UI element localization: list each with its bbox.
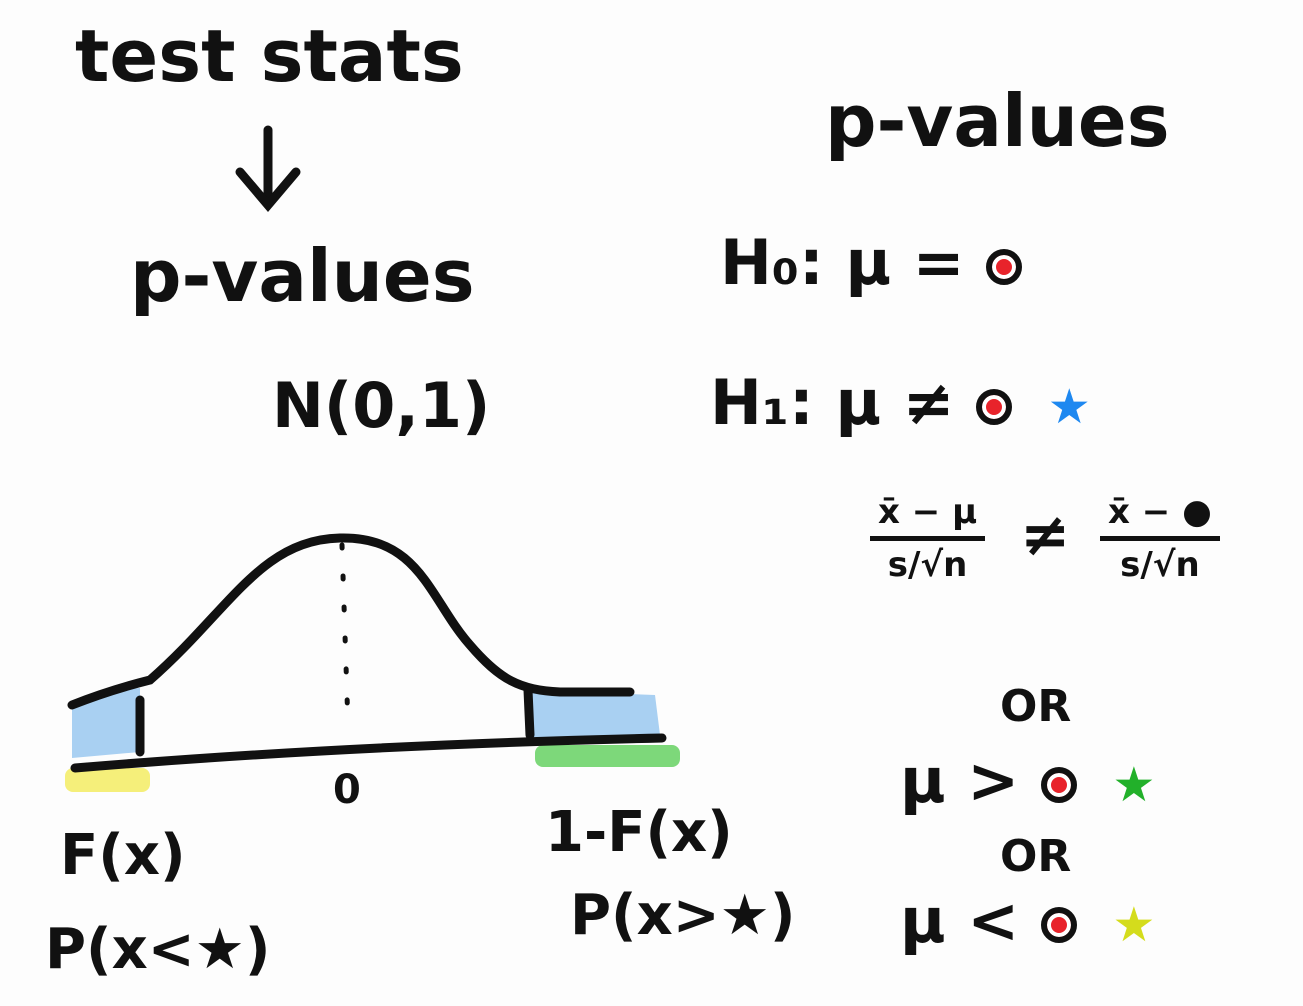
test-stat-fraction: x̄ − μ s/√n xyxy=(870,492,986,585)
dot-icon xyxy=(976,388,1013,425)
right-tail-prob: P(x>★) xyxy=(570,883,796,948)
or-label: OR xyxy=(1000,831,1072,882)
axis-zero-label: 0 xyxy=(333,767,361,813)
greater-expr: μ > xyxy=(900,744,1020,817)
dot-icon xyxy=(986,248,1023,285)
h1-expr: μ ≠ xyxy=(835,366,955,439)
down-arrow-icon xyxy=(235,125,301,212)
test-stats-heading: test stats xyxy=(75,14,464,98)
fraction-denominator: s/√n xyxy=(1120,545,1200,585)
less-expr: μ < xyxy=(900,884,1020,957)
dot-icon xyxy=(1040,766,1077,803)
green-star-icon: ★ xyxy=(1112,756,1156,813)
or-label: OR xyxy=(1000,681,1072,732)
yellow-star-icon: ★ xyxy=(1112,896,1156,953)
left-tail-prob: P(x<★) xyxy=(45,917,271,982)
blue-star-icon: ★ xyxy=(1047,378,1091,435)
normal-curve xyxy=(67,533,635,710)
not-equal-sign: ≠ xyxy=(1020,500,1071,570)
h0-expr: μ = xyxy=(845,226,965,299)
fraction-numerator: x̄ − μ xyxy=(870,492,986,541)
dot-icon xyxy=(1040,906,1077,943)
mean-line xyxy=(339,542,351,728)
x-axis xyxy=(70,733,667,773)
right-highlight xyxy=(535,745,680,767)
right-cutoff xyxy=(523,685,535,740)
p-values-left: p-values xyxy=(130,234,475,318)
h0-label: H₀: xyxy=(720,226,824,299)
right-tail-fill xyxy=(530,690,660,740)
null-stat-fraction: x̄ − ● s/√n xyxy=(1100,492,1220,585)
null-hypothesis: H₀: μ = xyxy=(720,232,1023,294)
left-highlight xyxy=(65,768,150,792)
h1-label: H₁: xyxy=(710,366,814,439)
less-hypothesis: μ < ★ xyxy=(900,890,1155,952)
fraction-denominator: s/√n xyxy=(887,545,968,585)
right-tail-label: 1-F(x) xyxy=(545,800,733,865)
alt-hypothesis: H₁: μ ≠ ★ xyxy=(710,372,1091,434)
p-values-right: p-values xyxy=(825,79,1170,163)
left-tail-label: F(x) xyxy=(60,823,186,888)
greater-hypothesis: μ > ★ xyxy=(900,750,1155,812)
left-tail-fill xyxy=(72,688,140,758)
fraction-numerator: x̄ − ● xyxy=(1100,492,1220,541)
distribution-label: N(0,1) xyxy=(272,369,491,442)
